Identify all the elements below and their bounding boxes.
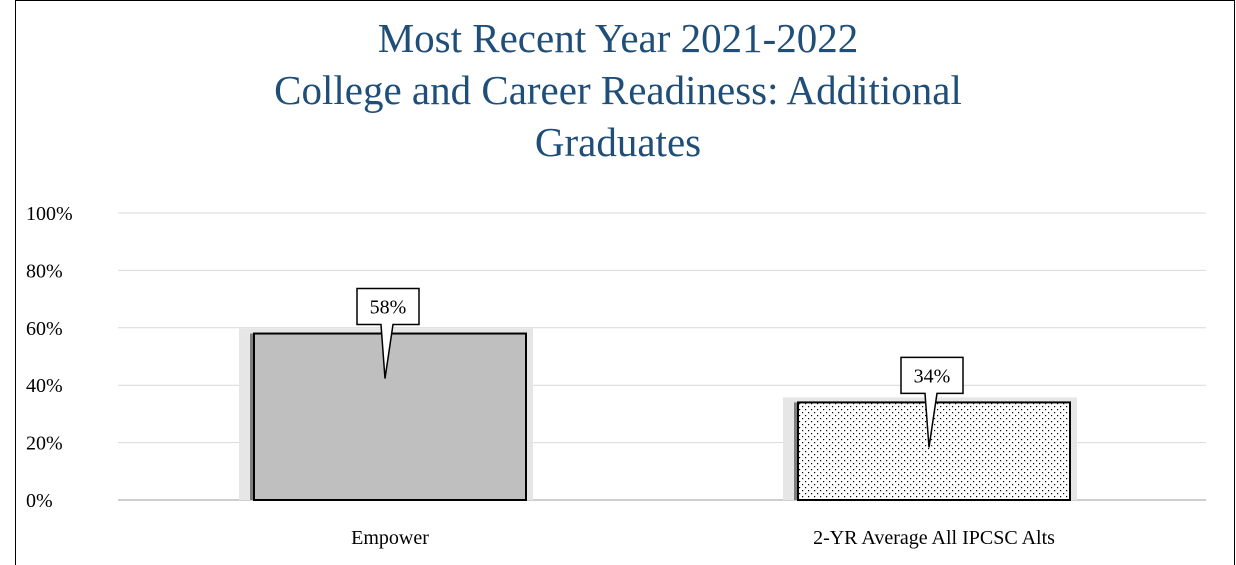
data-labels: 58% 34% — [356, 287, 964, 448]
y-tick-label: 0% — [26, 490, 53, 512]
data-label-callout: 34% — [900, 356, 964, 448]
y-tick-label: 80% — [26, 260, 63, 282]
data-label: 58% — [370, 297, 407, 319]
y-tick-label: 20% — [26, 433, 63, 455]
bars — [239, 328, 1077, 502]
chart-title-line-3: Graduates — [534, 119, 702, 165]
x-axis-categories: Empower 2-YR Average All IPCSC Alts — [351, 527, 1055, 549]
chart-title-line-2: College and Career Readiness: Additional — [274, 67, 962, 113]
data-label-callout: 58% — [356, 287, 420, 379]
y-axis-ticks: 0% 20% 40% 60% 80% 100% — [26, 203, 73, 512]
callout-box — [356, 287, 420, 379]
y-tick-label: 100% — [26, 203, 73, 225]
x-category-label: Empower — [351, 527, 429, 549]
data-label: 34% — [914, 365, 951, 387]
x-category-label: 2-YR Average All IPCSC Alts — [813, 527, 1055, 549]
callout-box — [900, 356, 964, 448]
chart-title: Most Recent Year 2021-2022 College and C… — [0, 12, 1236, 168]
bar-edge — [250, 333, 254, 500]
y-tick-label: 60% — [26, 318, 63, 340]
chart-title-line-1: Most Recent Year 2021-2022 — [377, 15, 859, 61]
bar — [253, 332, 527, 502]
bar-edge — [794, 402, 798, 500]
y-tick-label: 40% — [26, 375, 63, 397]
